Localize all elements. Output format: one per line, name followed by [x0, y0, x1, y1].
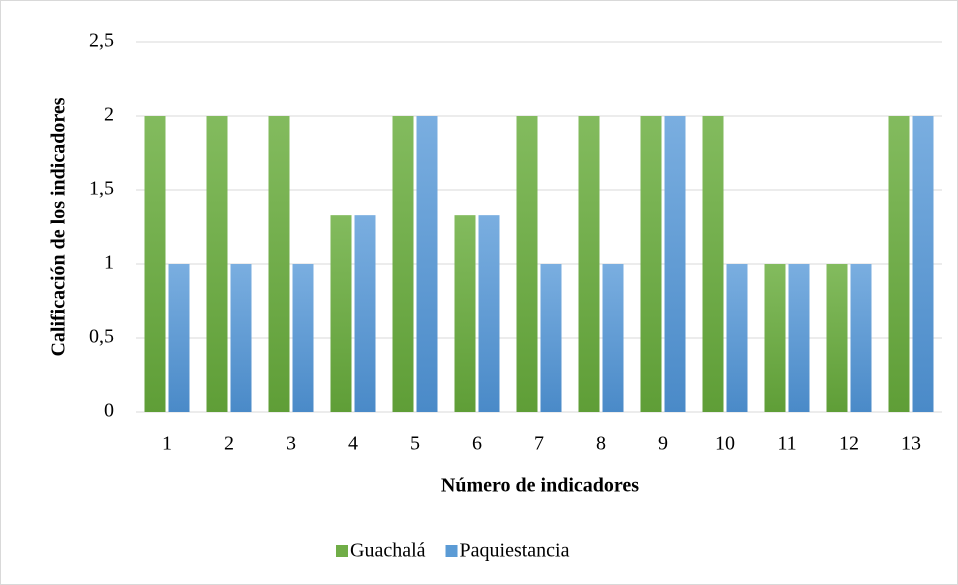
bar: [292, 264, 314, 412]
x-tick-label: 2: [224, 433, 234, 455]
bar: [788, 264, 810, 412]
x-tick-label: 10: [715, 433, 735, 455]
y-tick-label: 0,5: [89, 326, 114, 348]
x-tick-label: 4: [348, 433, 358, 455]
bar: [850, 264, 872, 412]
bar: [826, 264, 848, 412]
legend-swatch: [336, 545, 348, 557]
y-axis-title: Calificación de los indicadores: [48, 97, 70, 356]
y-tick-label: 0: [104, 400, 114, 422]
bar: [664, 116, 686, 412]
x-tick-label: 8: [596, 433, 606, 455]
bar: [144, 116, 166, 412]
bar: [330, 215, 352, 412]
x-tick-label: 5: [410, 433, 420, 455]
bar: [726, 264, 748, 412]
y-tick-label: 2: [104, 104, 114, 126]
bar: [168, 264, 190, 412]
bar: [640, 116, 662, 412]
x-tick-label: 13: [901, 433, 921, 455]
bar: [268, 116, 290, 412]
y-tick-label: 2,5: [89, 30, 114, 52]
bar: [540, 264, 562, 412]
legend-swatch: [445, 545, 458, 557]
bar: [516, 116, 538, 412]
y-tick-label: 1,5: [89, 178, 114, 200]
x-axis-title: Número de indicadores: [441, 475, 639, 497]
legend-label: Guachalá: [350, 540, 426, 562]
legend-label: Paquiestancia: [460, 540, 570, 562]
x-tick-label: 11: [777, 433, 796, 455]
x-tick-label: 3: [286, 433, 296, 455]
x-tick-label: 1: [162, 433, 172, 455]
x-tick-label: 9: [658, 433, 668, 455]
bar: [578, 116, 600, 412]
bar: [702, 116, 724, 412]
x-tick-label: 12: [839, 433, 859, 455]
bar: [764, 264, 786, 412]
bar: [454, 215, 476, 412]
x-tick-label: 7: [534, 433, 544, 455]
bar: [888, 116, 910, 412]
bar: [230, 264, 252, 412]
bar: [912, 116, 934, 412]
y-tick-label: 1: [104, 252, 114, 274]
bar: [602, 264, 624, 412]
bar: [416, 116, 438, 412]
bar: [354, 215, 376, 412]
x-tick-label: 6: [472, 433, 482, 455]
bar: [206, 116, 228, 412]
bar: [392, 116, 414, 412]
bar: [478, 215, 500, 412]
